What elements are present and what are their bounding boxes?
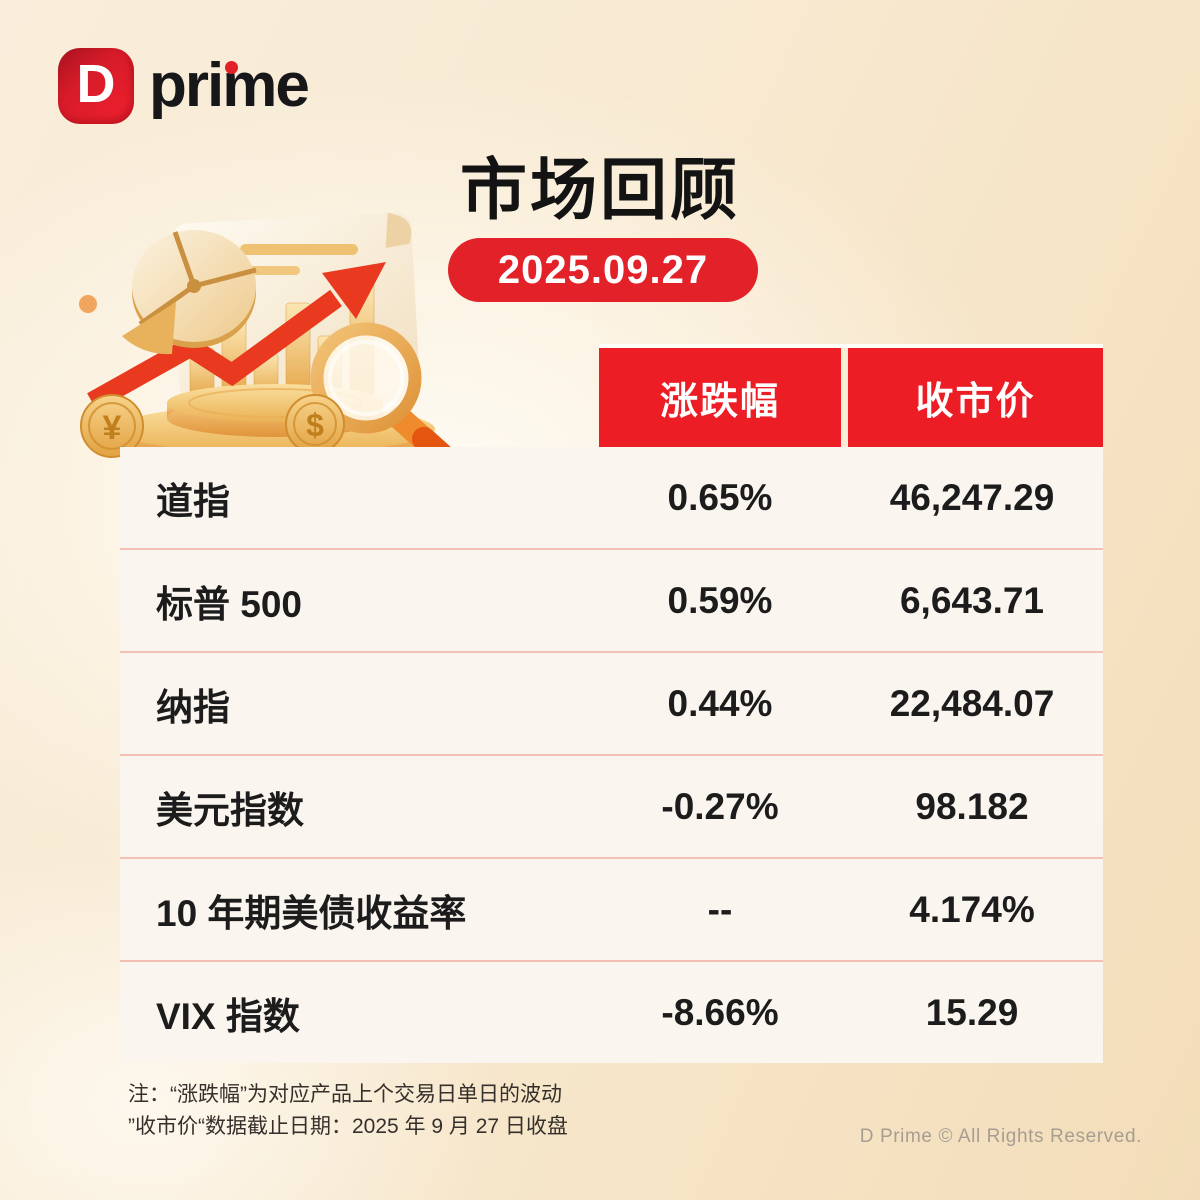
dprime-logo-icon: D <box>58 48 134 124</box>
date-badge: 2025.09.27 <box>448 238 758 302</box>
dollar-coin-icon: $ <box>285 394 345 454</box>
table-row: 纳指 0.44% 22,484.07 <box>120 651 1103 754</box>
yen-coin-icon: ¥ <box>80 394 144 458</box>
table-row: 道指 0.65% 46,247.29 <box>120 447 1103 548</box>
header-top-highlight <box>599 344 1103 348</box>
row-change: -0.27% <box>661 785 779 827</box>
page-title: 市场回顾 <box>460 153 740 228</box>
row-close: 15.29 <box>925 991 1019 1033</box>
table-row: VIX 指数 -8.66% 15.29 <box>120 960 1103 1063</box>
brand-logo: D prime <box>58 48 310 124</box>
floating-dot-icon <box>79 295 97 313</box>
row-change: -8.66% <box>661 991 779 1033</box>
pie-chart-icon <box>122 230 257 355</box>
row-name: 10 年期美债收益率 <box>156 892 467 934</box>
row-change: 0.65% <box>667 476 773 518</box>
logo-wordmark: prime <box>149 55 310 117</box>
row-name: 标普 500 <box>156 583 303 625</box>
row-change: 0.44% <box>667 682 773 724</box>
table-row: 美元指数 -0.27% 98.182 <box>120 754 1103 857</box>
table-row: 标普 500 0.59% 6,643.71 <box>120 548 1103 651</box>
row-change: 0.59% <box>667 579 773 621</box>
svg-text:$: $ <box>306 407 324 443</box>
footnotes: 注：“涨跌幅”为对应产品上个交易日单日的波动 ”收市价“数据截止日期：2025 … <box>128 1079 568 1142</box>
row-close: 6,643.71 <box>899 579 1045 621</box>
row-change: -- <box>707 888 733 930</box>
column-header-close: 收市价 <box>848 348 1103 447</box>
row-close: 98.182 <box>915 785 1029 827</box>
row-name: 纳指 <box>156 686 230 728</box>
copyright-text: D Prime © All Rights Reserved. <box>859 1126 1142 1147</box>
row-name: 美元指数 <box>156 789 304 831</box>
footnote-line-1: 注：“涨跌幅”为对应产品上个交易日单日的波动 <box>128 1083 562 1106</box>
column-header-change: 涨跌幅 <box>599 348 841 447</box>
logo-i-dot-icon <box>225 61 238 74</box>
footnote-line-2: ”收市价“数据截止日期：2025 年 9 月 27 日收盘 <box>128 1114 568 1138</box>
row-close: 22,484.07 <box>889 682 1055 724</box>
svg-text:¥: ¥ <box>103 409 122 447</box>
table-row: 10 年期美债收益率 -- 4.174% <box>120 857 1103 960</box>
row-close: 46,247.29 <box>889 476 1055 518</box>
row-name: 道指 <box>156 480 230 522</box>
growth-arrow-icon <box>87 262 386 411</box>
row-close: 4.174% <box>909 888 1035 930</box>
row-name: VIX 指数 <box>156 995 300 1037</box>
market-3d-illustration: ¥ $ <box>79 212 456 468</box>
logo-letter: D <box>76 54 116 114</box>
market-table: 道指 0.65% 46,247.29 标普 500 0.59% 6,643.71… <box>120 447 1103 1063</box>
